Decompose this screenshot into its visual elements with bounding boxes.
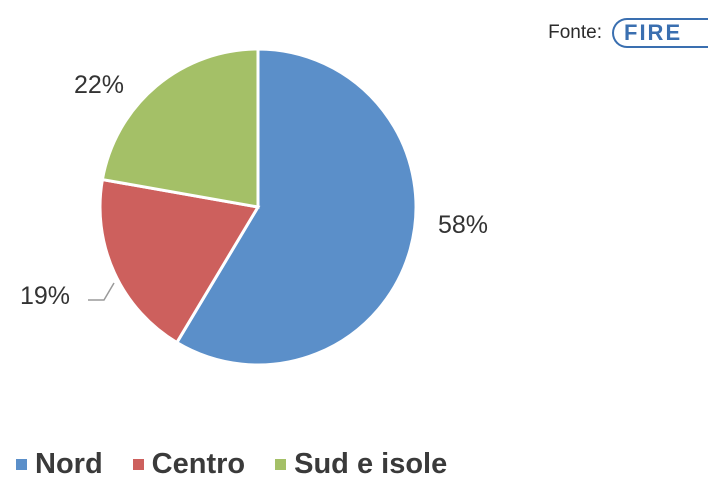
legend-swatch-nord [16, 459, 27, 470]
data-label-centro: 19% [20, 282, 70, 310]
legend-label-sud-e-isole: Sud e isole [294, 448, 448, 480]
legend-swatch-centro [132, 459, 144, 470]
legend-item-centro: Centro [132, 448, 246, 481]
legend-label-nord: Nord [35, 448, 103, 480]
legend-item-nord: Nord [16, 448, 103, 481]
leader-line-centro [88, 282, 115, 301]
legend-item-sud-e-isole: Sud e isole [275, 448, 447, 481]
fire-logo: FIRE [612, 18, 708, 48]
data-label-nord: 58% [438, 211, 488, 239]
source-label: Fonte: [548, 22, 602, 43]
legend-swatch-sud-e-isole [275, 459, 287, 470]
source-attribution: Fonte: FIRE [548, 18, 708, 48]
data-label-sud-e-isole: 22% [74, 71, 124, 99]
pie-slices [98, 47, 418, 367]
pie-slice-nord [174, 47, 418, 367]
legend: Nord Centro Sud e isole [16, 448, 477, 481]
legend-label-centro: Centro [151, 448, 246, 480]
pie-slice-sud-e-isole [100, 47, 260, 209]
fire-logo-text: FIRE [624, 20, 683, 45]
pie-slice-centro [98, 177, 261, 345]
